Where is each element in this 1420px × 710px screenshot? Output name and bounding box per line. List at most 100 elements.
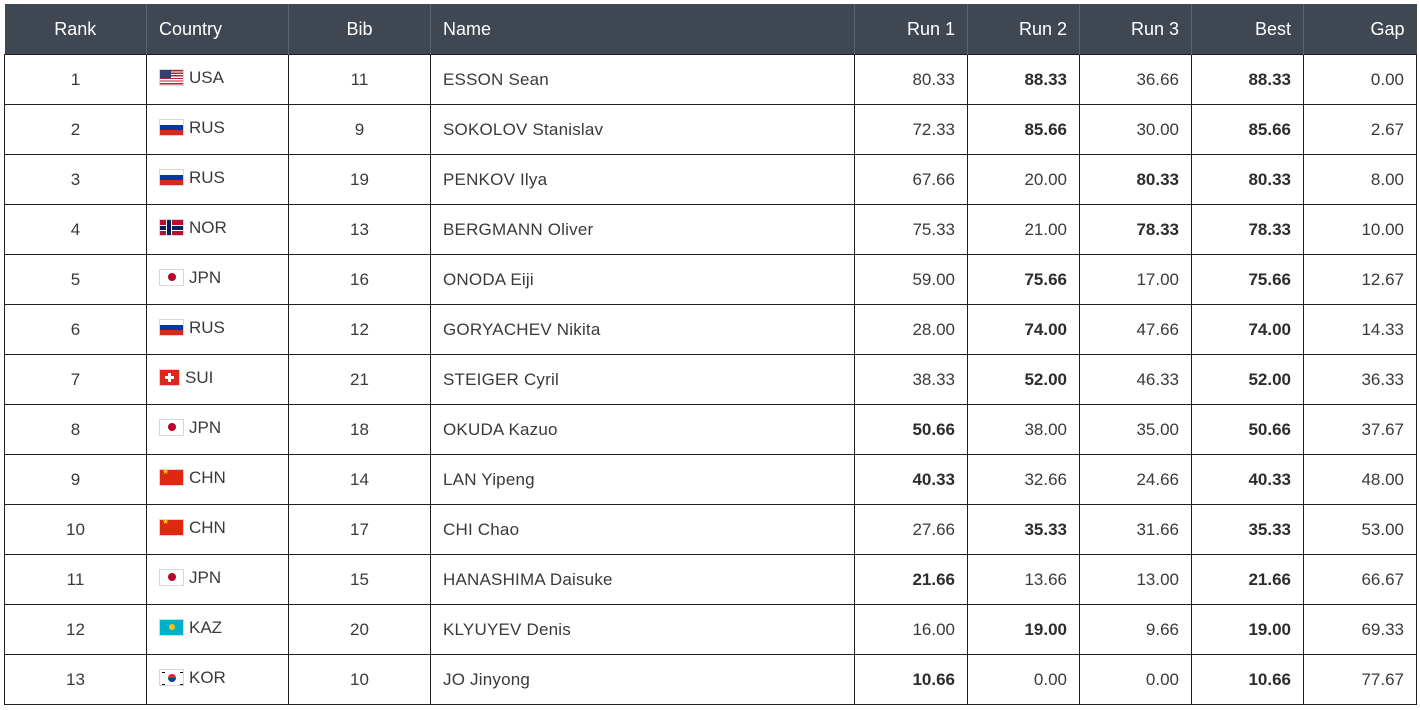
bib-cell: 14 bbox=[288, 454, 431, 505]
country-label-wrap: NOR bbox=[159, 218, 227, 238]
run3-cell: 24.66 bbox=[1079, 454, 1192, 505]
country-cell: RUS bbox=[146, 104, 289, 155]
table-row[interactable]: 7 SUI 21 STEIGER Cyril 38.33 52.00 46.33 52.00 3… bbox=[4, 354, 1417, 405]
table-row[interactable]: 9CHN14LAN Yipeng40.3332.6624.6640.3348.0… bbox=[4, 454, 1417, 505]
run3-cell: 9.66 bbox=[1079, 604, 1192, 655]
country-code: KAZ bbox=[189, 617, 223, 637]
run1-cell: 16.00 bbox=[854, 604, 968, 655]
run3-cell: 47.66 bbox=[1079, 304, 1192, 355]
table-row[interactable]: 5 JPN 16 ONODA Eiji 59.00 75.66 17.00 75.66 12.6… bbox=[4, 254, 1417, 305]
country-cell: KAZ bbox=[146, 604, 289, 655]
rank-cell: 4 bbox=[4, 204, 147, 255]
run3-cell: 35.00 bbox=[1079, 404, 1192, 455]
header-run2[interactable]: Run 2 bbox=[967, 4, 1080, 55]
header-name[interactable]: Name bbox=[430, 4, 855, 55]
kor-flag-icon bbox=[159, 669, 184, 687]
header-country[interactable]: Country bbox=[146, 4, 289, 55]
sui-flag-icon bbox=[159, 369, 180, 387]
country-code: KOR bbox=[189, 667, 226, 687]
jpn-flag-icon bbox=[159, 269, 184, 287]
run1-cell: 80.33 bbox=[854, 54, 968, 105]
table-row[interactable]: 8 JPN 18 OKUDA Kazuo 50.66 38.00 35.00 50.66 37.… bbox=[4, 404, 1417, 455]
run3-cell: 17.00 bbox=[1079, 254, 1192, 305]
jpn-flag-icon bbox=[159, 419, 184, 437]
gap-cell: 14.33 bbox=[1303, 304, 1417, 355]
country-label-wrap: JPN bbox=[159, 268, 221, 288]
rank-cell: 2 bbox=[4, 104, 147, 155]
bib-cell: 19 bbox=[288, 154, 431, 205]
gap-cell: 36.33 bbox=[1303, 354, 1417, 405]
best-cell: 78.33 bbox=[1191, 204, 1304, 255]
run3-cell: 78.33 bbox=[1079, 204, 1192, 255]
athlete-name-cell: OKUDA Kazuo bbox=[430, 404, 855, 455]
country-label-wrap: RUS bbox=[159, 318, 225, 338]
run3-cell: 13.00 bbox=[1079, 554, 1192, 605]
run2-cell: 35.33 bbox=[967, 504, 1080, 555]
gap-cell: 37.67 bbox=[1303, 404, 1417, 455]
country-cell: CHN bbox=[146, 504, 289, 555]
table-header: Rank Country Bib Name Run 1 Run 2 Run 3 … bbox=[4, 4, 1417, 55]
table-row[interactable]: 1 USA 11 ESSON Sean 80.33 88.33 36.66 88.33 0.00 bbox=[4, 54, 1417, 105]
header-bib[interactable]: Bib bbox=[288, 4, 431, 55]
best-cell: 74.00 bbox=[1191, 304, 1304, 355]
bib-cell: 15 bbox=[288, 554, 431, 605]
table-row[interactable]: 4 NOR 13 BERGMANN Oliver 75.33 21.00 78.33 78.3… bbox=[4, 204, 1417, 255]
gap-cell: 0.00 bbox=[1303, 54, 1417, 105]
kaz-flag-icon bbox=[159, 619, 184, 637]
athlete-name-cell: BERGMANN Oliver bbox=[430, 204, 855, 255]
bib-cell: 10 bbox=[288, 654, 431, 705]
run2-cell: 0.00 bbox=[967, 654, 1080, 705]
table-row[interactable]: 12 KAZ 20 KLYUYEV Denis 16.00 19.00 9.66 19.00 6… bbox=[4, 604, 1417, 655]
athlete-name-cell: PENKOV Ilya bbox=[430, 154, 855, 205]
athlete-name-cell: ONODA Eiji bbox=[430, 254, 855, 305]
athlete-name-cell: HANASHIMA Daisuke bbox=[430, 554, 855, 605]
bib-cell: 17 bbox=[288, 504, 431, 555]
table-row[interactable]: 13 KOR 10 JO Jinyong 10.66 0.00 0.00 10.66 77.67 bbox=[4, 654, 1417, 705]
country-code: JPN bbox=[189, 417, 222, 437]
header-run1[interactable]: Run 1 bbox=[854, 4, 968, 55]
country-code: JPN bbox=[189, 267, 222, 287]
country-cell: KOR bbox=[146, 654, 289, 705]
country-cell: USA bbox=[146, 54, 289, 105]
run1-cell: 10.66 bbox=[854, 654, 968, 705]
country-cell: CHN bbox=[146, 454, 289, 505]
table-row[interactable]: 2 RUS 9 SOKOLOV Stanislav 72.33 85.66 30.00 85.… bbox=[4, 104, 1417, 155]
country-code: CHN bbox=[189, 467, 226, 487]
header-rank[interactable]: Rank bbox=[4, 4, 147, 55]
best-cell: 10.66 bbox=[1191, 654, 1304, 705]
table-row[interactable]: 6 RUS 12 GORYACHEV Nikita 28.00 74.00 47.66 74.… bbox=[4, 304, 1417, 355]
table-row[interactable]: 11 JPN 15 HANASHIMA Daisuke 21.66 13.66 13.00 2… bbox=[4, 554, 1417, 605]
athlete-name-cell: ESSON Sean bbox=[430, 54, 855, 105]
run2-cell: 21.00 bbox=[967, 204, 1080, 255]
run1-cell: 67.66 bbox=[854, 154, 968, 205]
gap-cell: 48.00 bbox=[1303, 454, 1417, 505]
run1-cell: 72.33 bbox=[854, 104, 968, 155]
run2-cell: 32.66 bbox=[967, 454, 1080, 505]
run1-cell: 38.33 bbox=[854, 354, 968, 405]
country-cell: RUS bbox=[146, 304, 289, 355]
country-label-wrap: JPN bbox=[159, 568, 221, 588]
athlete-name-cell: SOKOLOV Stanislav bbox=[430, 104, 855, 155]
run2-cell: 88.33 bbox=[967, 54, 1080, 105]
rank-cell: 1 bbox=[4, 54, 147, 105]
gap-cell: 8.00 bbox=[1303, 154, 1417, 205]
run1-cell: 21.66 bbox=[854, 554, 968, 605]
run2-cell: 38.00 bbox=[967, 404, 1080, 455]
table-row[interactable]: 3 RUS 19 PENKOV Ilya 67.66 20.00 80.33 80.33 8.0… bbox=[4, 154, 1417, 205]
athlete-name-cell: STEIGER Cyril bbox=[430, 354, 855, 405]
country-code: RUS bbox=[189, 117, 225, 137]
best-cell: 50.66 bbox=[1191, 404, 1304, 455]
header-gap[interactable]: Gap bbox=[1303, 4, 1417, 55]
bib-cell: 21 bbox=[288, 354, 431, 405]
bib-cell: 18 bbox=[288, 404, 431, 455]
header-best[interactable]: Best bbox=[1191, 4, 1304, 55]
header-run3[interactable]: Run 3 bbox=[1079, 4, 1192, 55]
results-table: Rank Country Bib Name Run 1 Run 2 Run 3 … bbox=[4, 4, 1417, 705]
nor-flag-icon bbox=[159, 219, 184, 237]
gap-cell: 66.67 bbox=[1303, 554, 1417, 605]
best-cell: 75.66 bbox=[1191, 254, 1304, 305]
run2-cell: 75.66 bbox=[967, 254, 1080, 305]
best-cell: 35.33 bbox=[1191, 504, 1304, 555]
usa-flag-icon bbox=[159, 69, 184, 87]
